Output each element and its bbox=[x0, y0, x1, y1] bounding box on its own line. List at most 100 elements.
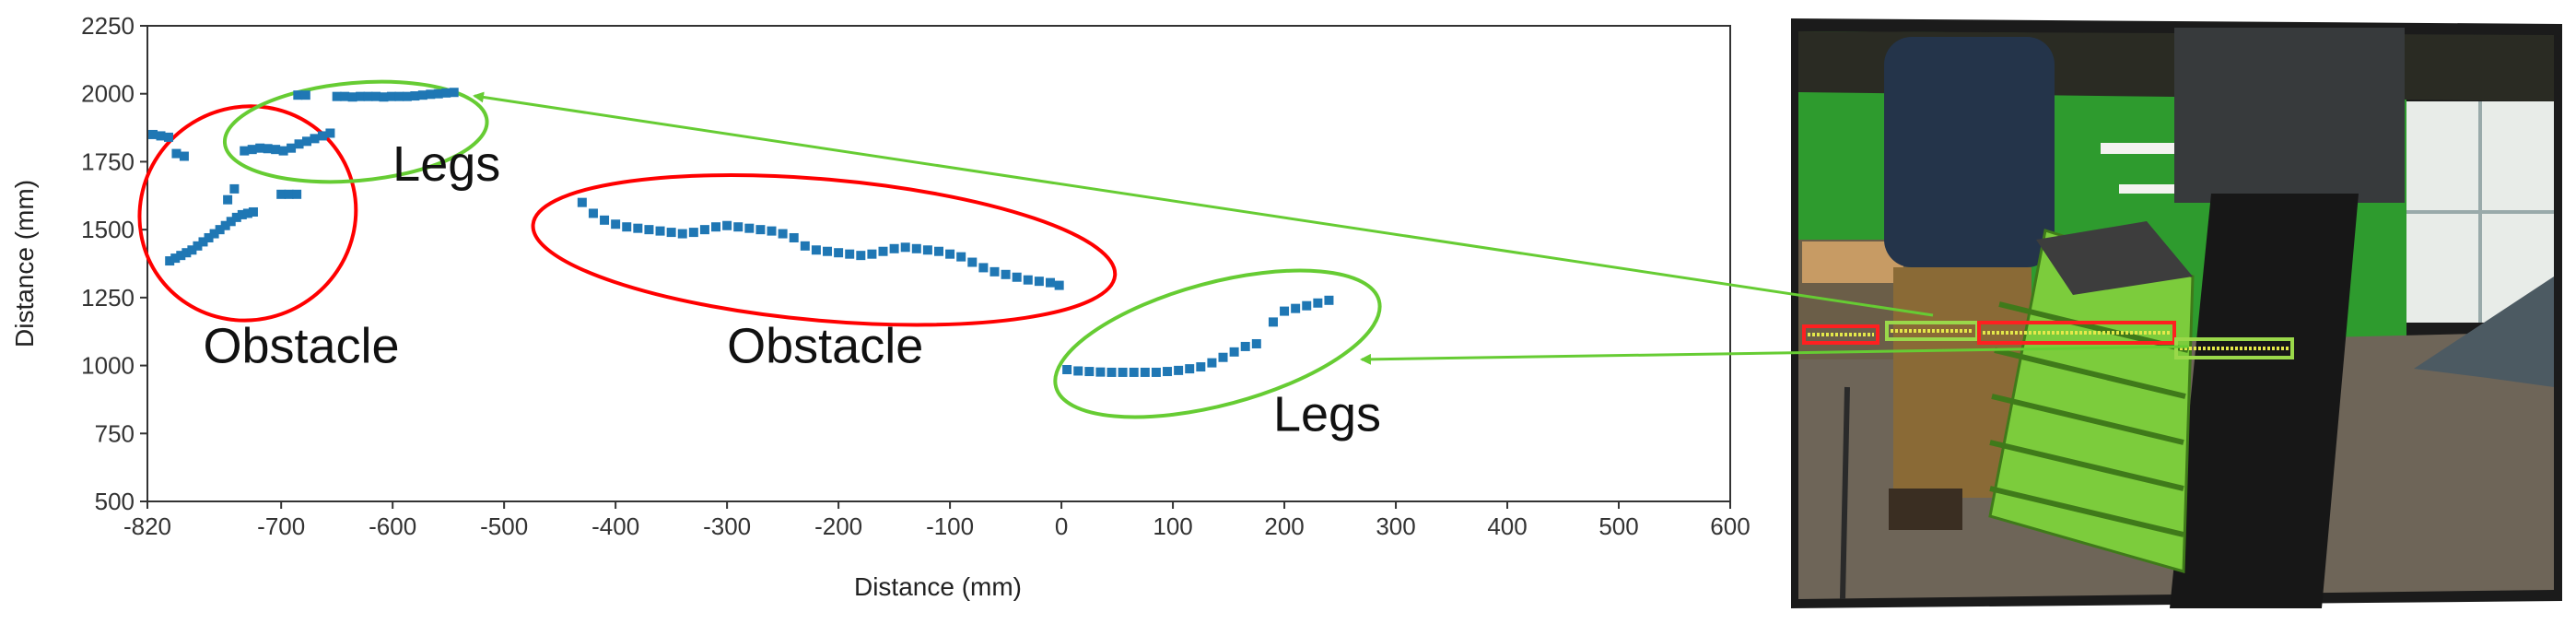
photo-detection-box-legs bbox=[2174, 337, 2294, 359]
data-point bbox=[237, 209, 247, 219]
photo-person-left-shoe bbox=[1889, 489, 1962, 530]
data-point bbox=[577, 197, 587, 207]
annotation-ellipse-obstacle bbox=[531, 173, 1118, 327]
data-point bbox=[156, 131, 166, 141]
x-tick-label: -200 bbox=[814, 512, 862, 540]
x-tick-label: -400 bbox=[591, 512, 639, 540]
data-point bbox=[1268, 317, 1278, 327]
data-point bbox=[248, 206, 258, 217]
arrow-lower-legs bbox=[1360, 345, 2189, 365]
data-point bbox=[922, 245, 932, 255]
data-point bbox=[767, 226, 777, 236]
data-point bbox=[878, 246, 888, 256]
x-tick-label: 600 bbox=[1710, 512, 1750, 540]
data-point bbox=[433, 88, 443, 99]
annotation-ellipse-obstacle bbox=[137, 104, 358, 323]
data-point bbox=[856, 251, 866, 261]
photo-person-right-torso bbox=[2174, 28, 2405, 203]
data-point bbox=[989, 266, 1000, 277]
data-point bbox=[666, 228, 676, 238]
data-point bbox=[588, 208, 598, 218]
y-tick-label: 1250 bbox=[81, 284, 135, 312]
data-point bbox=[1045, 277, 1055, 288]
x-tick-label: 500 bbox=[1598, 512, 1638, 540]
data-point bbox=[229, 183, 240, 194]
data-point bbox=[170, 253, 181, 264]
data-point bbox=[644, 225, 654, 235]
data-point bbox=[410, 91, 420, 101]
data-point bbox=[1107, 367, 1117, 377]
data-point bbox=[688, 228, 698, 238]
data-point bbox=[633, 223, 643, 233]
data-point bbox=[1280, 306, 1290, 316]
data-point bbox=[733, 222, 744, 232]
data-point bbox=[193, 241, 203, 251]
data-point bbox=[744, 223, 755, 233]
y-tick-label: 750 bbox=[95, 419, 135, 447]
data-point bbox=[426, 89, 436, 100]
camera-photo bbox=[1791, 18, 2562, 608]
data-point bbox=[1207, 358, 1217, 368]
data-point bbox=[1034, 277, 1044, 287]
x-tick-label: 100 bbox=[1153, 512, 1192, 540]
x-tick-label: 200 bbox=[1264, 512, 1304, 540]
data-point bbox=[255, 143, 265, 153]
photo-ceiling-light bbox=[2101, 143, 2184, 154]
data-point bbox=[1001, 269, 1011, 279]
data-point bbox=[778, 229, 788, 239]
x-tick-label: -600 bbox=[369, 512, 416, 540]
data-point bbox=[611, 219, 621, 230]
x-tick-label: -300 bbox=[703, 512, 751, 540]
x-axis-label: Distance (mm) bbox=[854, 572, 1022, 601]
data-point bbox=[1218, 352, 1228, 362]
data-point bbox=[204, 232, 214, 242]
data-point bbox=[284, 189, 294, 199]
y-axis-label: Distance (mm) bbox=[10, 180, 39, 347]
x-axis: -820 -700 -600 -500 -400 -300 -200 -100 0 100 200 3… bbox=[123, 501, 1751, 540]
y-axis: 500 750 1000 1250 1500 1750 2000 2250 bbox=[81, 12, 147, 515]
data-point bbox=[1302, 300, 1312, 311]
data-point bbox=[394, 91, 404, 101]
data-point bbox=[165, 256, 175, 266]
data-point bbox=[1012, 272, 1022, 282]
data-point bbox=[1313, 298, 1323, 308]
photo-detection-box-obstacle bbox=[1977, 321, 2176, 345]
x-tick-label: 300 bbox=[1376, 512, 1415, 540]
data-point bbox=[240, 146, 250, 156]
photo-detection-box-obstacle bbox=[1802, 324, 1879, 345]
data-point bbox=[300, 90, 310, 100]
data-point bbox=[271, 145, 281, 155]
data-point bbox=[231, 212, 241, 222]
data-point bbox=[317, 131, 327, 141]
data-point bbox=[187, 245, 197, 255]
data-point bbox=[1073, 366, 1083, 376]
data-point bbox=[1324, 295, 1334, 305]
data-point bbox=[386, 91, 396, 101]
data-point bbox=[677, 229, 687, 239]
data-point bbox=[209, 229, 219, 239]
data-point bbox=[1140, 367, 1150, 377]
data-point bbox=[325, 128, 335, 138]
data-point bbox=[220, 220, 230, 230]
data-point bbox=[956, 252, 966, 262]
data-point bbox=[302, 136, 312, 147]
data-point bbox=[889, 243, 899, 253]
y-tick-label: 1000 bbox=[81, 352, 135, 380]
data-point bbox=[1251, 338, 1261, 348]
data-point bbox=[278, 146, 288, 156]
data-point bbox=[293, 90, 303, 100]
data-point bbox=[1196, 362, 1206, 372]
photo-ceiling-light bbox=[2119, 184, 2184, 194]
data-point bbox=[340, 91, 350, 101]
data-point bbox=[363, 91, 373, 101]
data-point bbox=[1084, 367, 1095, 377]
x-tick-label: 0 bbox=[1055, 512, 1068, 540]
data-point bbox=[1151, 367, 1161, 377]
data-point bbox=[1062, 364, 1072, 374]
data-point bbox=[347, 92, 357, 102]
data-point bbox=[934, 246, 943, 256]
plot-frame bbox=[146, 25, 1731, 502]
y-tick-label: 2250 bbox=[81, 12, 135, 40]
data-points bbox=[148, 88, 1334, 377]
